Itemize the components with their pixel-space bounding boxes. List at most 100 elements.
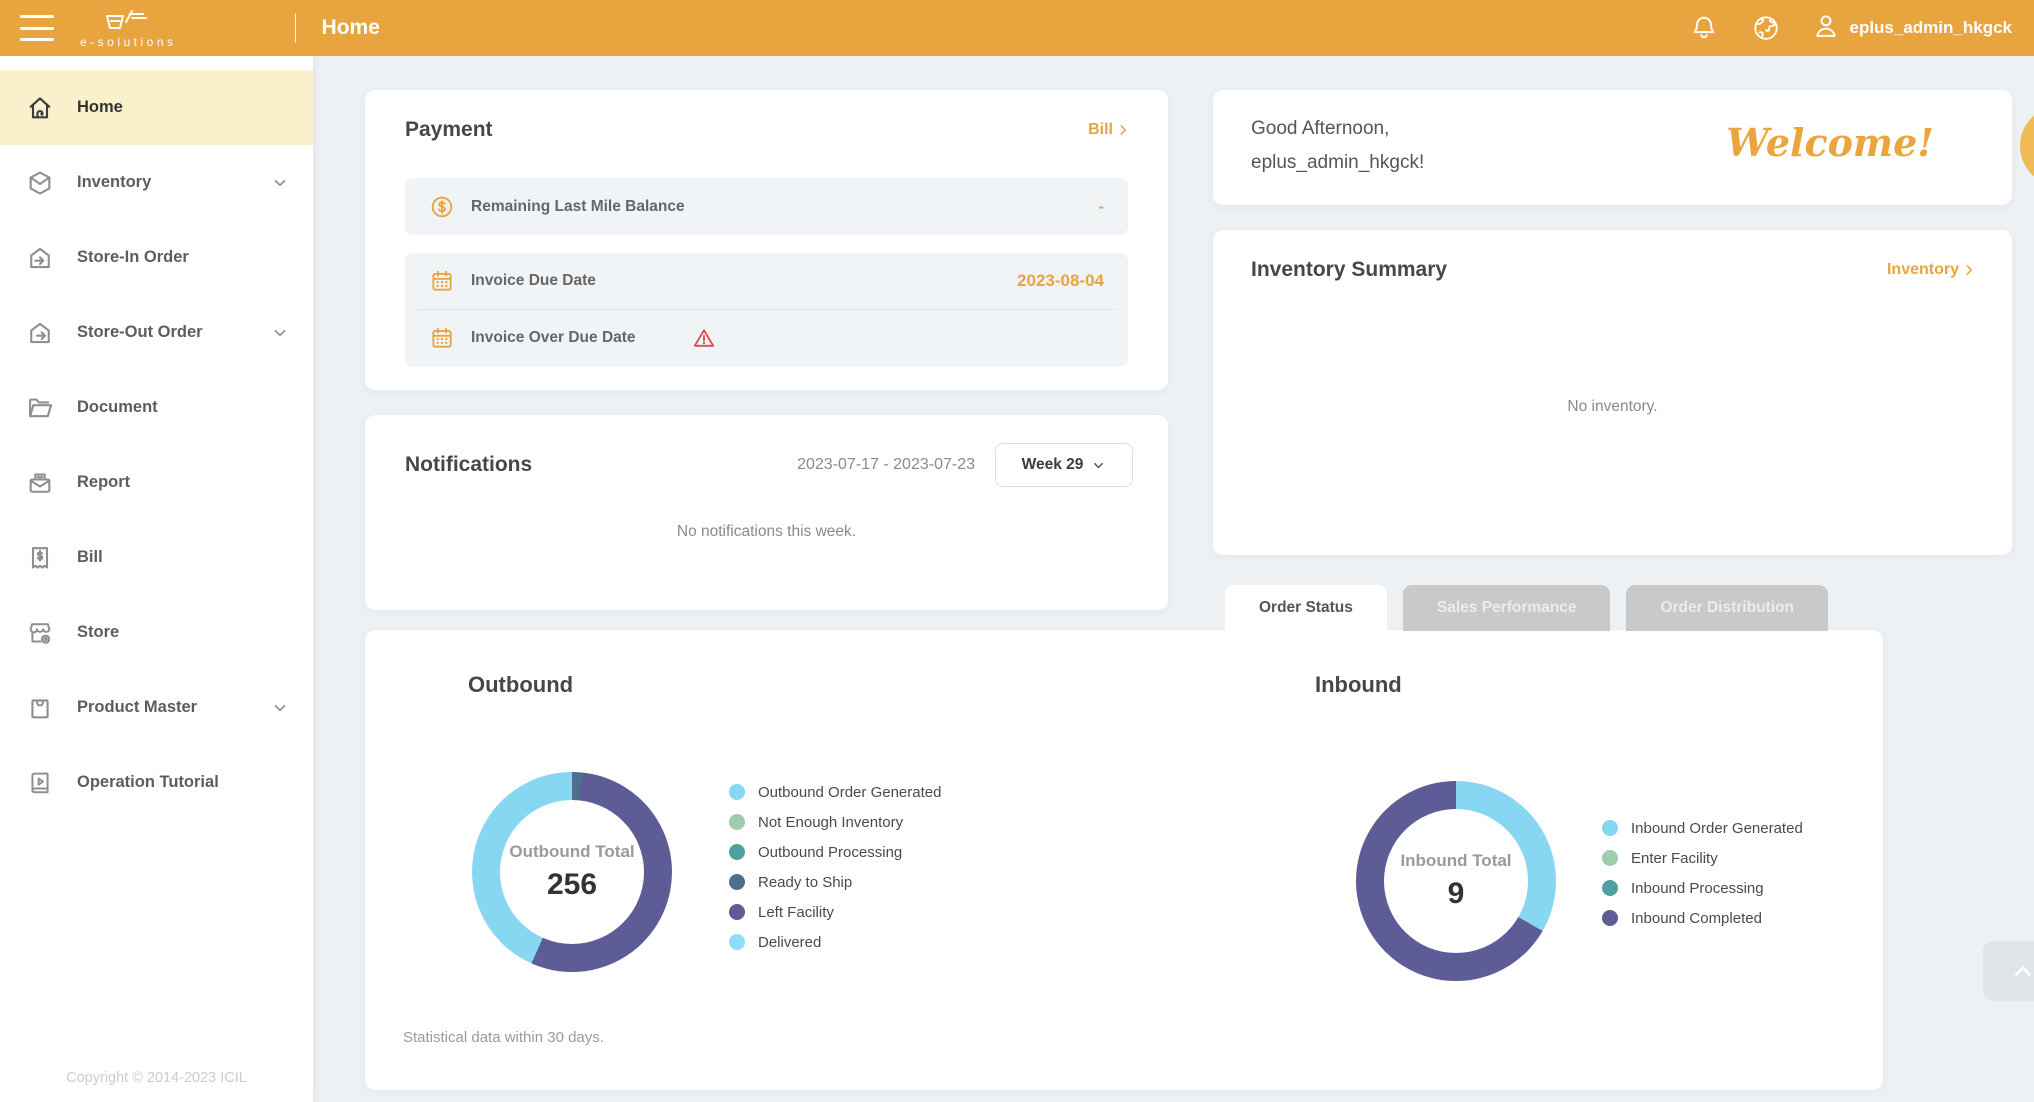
payment-title: Payment bbox=[405, 118, 493, 141]
inbound-legend: Inbound Order Generated Enter Facility Inb… bbox=[1602, 813, 1803, 933]
bill-link[interactable]: Bill bbox=[1088, 121, 1130, 139]
globe-icon[interactable] bbox=[1750, 12, 1782, 44]
legend-swatch bbox=[729, 934, 745, 950]
copyright-text: Copyright © 2014-2023 ICIL bbox=[66, 1070, 247, 1086]
sidebar-item-label: Report bbox=[77, 473, 131, 491]
calendar-icon bbox=[429, 325, 455, 351]
legend-swatch bbox=[1602, 910, 1618, 926]
sidebar-item-label: Inventory bbox=[77, 173, 152, 191]
sidebar-item-report[interactable]: Report bbox=[0, 445, 313, 520]
legend-swatch bbox=[1602, 880, 1618, 896]
notifications-card: Notifications 2023-07-17 - 2023-07-23 We… bbox=[365, 415, 1168, 610]
legend-item-outbound-processing: Outbound Processing bbox=[729, 837, 941, 867]
legend-swatch bbox=[1602, 820, 1618, 836]
legend-swatch bbox=[729, 784, 745, 800]
week-selector-value: Week 29 bbox=[1021, 456, 1084, 473]
divider bbox=[417, 309, 1116, 310]
inbound-donut-chart: Inbound Total 9 bbox=[1356, 781, 1556, 981]
calendar-icon bbox=[429, 268, 455, 294]
brand-logo[interactable]: e-solutions bbox=[80, 8, 177, 49]
scroll-to-top-button[interactable] bbox=[1983, 941, 2034, 1001]
warning-icon bbox=[692, 326, 716, 350]
sidebar-item-operation-tutorial[interactable]: Operation Tutorial bbox=[0, 745, 313, 820]
outbound-legend: Outbound Order Generated Not Enough Inven… bbox=[729, 777, 941, 957]
invoice-overdue-label: Invoice Over Due Date bbox=[471, 329, 636, 346]
chart-footnote: Statistical data within 30 days. bbox=[403, 1029, 604, 1046]
sidebar-item-bill[interactable]: Bill bbox=[0, 520, 313, 595]
legend-label: Left Facility bbox=[758, 903, 834, 921]
user-icon bbox=[1812, 12, 1840, 45]
cart-logo-icon bbox=[99, 8, 157, 34]
product-bag-icon bbox=[26, 694, 54, 722]
bill-receipt-icon bbox=[26, 544, 54, 572]
report-mail-icon bbox=[26, 469, 54, 497]
page-title: Home bbox=[321, 16, 380, 39]
sidebar-item-label: Store-Out Order bbox=[77, 323, 203, 341]
invoice-rows: Invoice Due Date 2023-08-04 Invoice Over… bbox=[405, 253, 1128, 367]
inventory-link[interactable]: Inventory bbox=[1887, 261, 1976, 279]
tab-order-distribution[interactable]: Order Distribution bbox=[1626, 585, 1828, 631]
notifications-date-range: 2023-07-17 - 2023-07-23 bbox=[797, 456, 975, 473]
welcome-script-text: Welcome! bbox=[1726, 120, 1934, 165]
legend-item-left-facility: Left Facility bbox=[729, 897, 941, 927]
notifications-empty-message: No notifications this week. bbox=[676, 523, 857, 540]
chevron-down-icon bbox=[271, 699, 289, 717]
legend-label: Not Enough Inventory bbox=[758, 813, 904, 831]
sidebar-item-label: Store-In Order bbox=[77, 248, 189, 266]
legend-label: Ready to Ship bbox=[758, 873, 853, 891]
invoice-due-label: Invoice Due Date bbox=[471, 272, 596, 289]
legend-swatch bbox=[729, 814, 745, 830]
week-selector[interactable]: Week 29 bbox=[995, 443, 1133, 487]
sidebar-item-home[interactable]: Home bbox=[0, 70, 313, 145]
legend-label: Enter Facility bbox=[1631, 849, 1718, 867]
tutorial-book-icon bbox=[26, 769, 54, 797]
inventory-summary-title: Inventory Summary bbox=[1251, 258, 1448, 281]
tab-order-status[interactable]: Order Status bbox=[1225, 585, 1387, 631]
legend-item-inbound-order-generated: Inbound Order Generated bbox=[1602, 813, 1803, 843]
inbound-total-label: Inbound Total bbox=[1400, 851, 1512, 870]
outbound-total-label: Outbound Total bbox=[509, 842, 635, 861]
sidebar-item-store-out-order[interactable]: Store-Out Order bbox=[0, 295, 313, 370]
bell-icon[interactable] bbox=[1688, 12, 1720, 44]
chevron-up-icon bbox=[2015, 966, 2031, 976]
greeting-line2: eplus_admin_hkgck! bbox=[1251, 152, 1425, 173]
notifications-title: Notifications bbox=[405, 453, 533, 476]
document-folder-icon bbox=[26, 394, 54, 422]
inventory-box-icon bbox=[26, 169, 54, 197]
chevron-right-icon bbox=[1966, 265, 1973, 275]
sidebar-item-label: Operation Tutorial bbox=[77, 773, 219, 791]
floating-action-button[interactable] bbox=[2020, 106, 2034, 186]
sidebar-item-document[interactable]: Document bbox=[0, 370, 313, 445]
legend-item-ready-to-ship: Ready to Ship bbox=[729, 867, 941, 897]
sidebar-item-store[interactable]: Store bbox=[0, 595, 313, 670]
chevron-down-icon bbox=[271, 174, 289, 192]
balance-label: Remaining Last Mile Balance bbox=[471, 197, 685, 215]
welcome-card: Good Afternoon, eplus_admin_hkgck! Welco… bbox=[1213, 90, 2012, 205]
sidebar-item-label: Document bbox=[77, 398, 158, 416]
menu-icon[interactable] bbox=[20, 15, 54, 41]
sidebar-item-label: Store bbox=[77, 623, 120, 641]
greeting-text: Good Afternoon, eplus_admin_hkgck! bbox=[1251, 112, 1424, 180]
legend-label: Inbound Processing bbox=[1631, 879, 1764, 897]
inventory-link-label: Inventory bbox=[1886, 261, 1959, 278]
store-in-icon bbox=[26, 244, 54, 272]
sidebar-item-product-master[interactable]: Product Master bbox=[0, 670, 313, 745]
sidebar-item-store-in-order[interactable]: Store-In Order bbox=[0, 220, 313, 295]
legend-item-not-enough-inventory: Not Enough Inventory bbox=[729, 807, 941, 837]
home-icon bbox=[26, 94, 54, 122]
order-status-panel: Outbound Outbound Total 256 Outbound Ord… bbox=[365, 630, 1883, 1090]
sidebar-item-inventory[interactable]: Inventory bbox=[0, 145, 313, 220]
legend-item-delivered: Delivered bbox=[729, 927, 941, 957]
inventory-empty-message: No inventory. bbox=[1567, 398, 1658, 415]
invoice-due-row: Invoice Due Date 2023-08-04 bbox=[405, 253, 1128, 309]
legend-label: Delivered bbox=[758, 933, 822, 951]
invoice-due-value: 2023-08-04 bbox=[1017, 271, 1104, 290]
tab-sales-performance[interactable]: Sales Performance bbox=[1402, 585, 1611, 631]
legend-swatch bbox=[1602, 850, 1618, 866]
outbound-donut-chart: Outbound Total 256 bbox=[472, 772, 672, 972]
user-menu[interactable]: eplus_admin_hkgck bbox=[1812, 12, 2012, 45]
header-actions: eplus_admin_hkgck bbox=[1688, 0, 2012, 56]
balance-value: - bbox=[1098, 196, 1104, 216]
store-front-icon bbox=[26, 619, 54, 647]
